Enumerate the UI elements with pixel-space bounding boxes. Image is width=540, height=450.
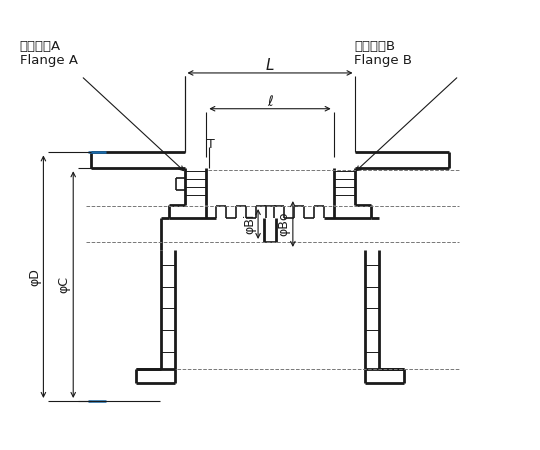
Text: Flange B: Flange B — [354, 54, 413, 67]
Text: L: L — [266, 58, 274, 73]
Text: ℓ: ℓ — [267, 95, 273, 109]
Text: フランジA: フランジA — [19, 40, 60, 53]
Text: φBi: φBi — [243, 214, 256, 234]
Text: φC: φC — [58, 276, 71, 293]
Text: T: T — [207, 138, 215, 151]
Text: Flange A: Flange A — [19, 54, 78, 67]
Text: φBo: φBo — [278, 212, 291, 236]
Text: フランジB: フランジB — [354, 40, 396, 53]
Text: φD: φD — [28, 268, 41, 286]
